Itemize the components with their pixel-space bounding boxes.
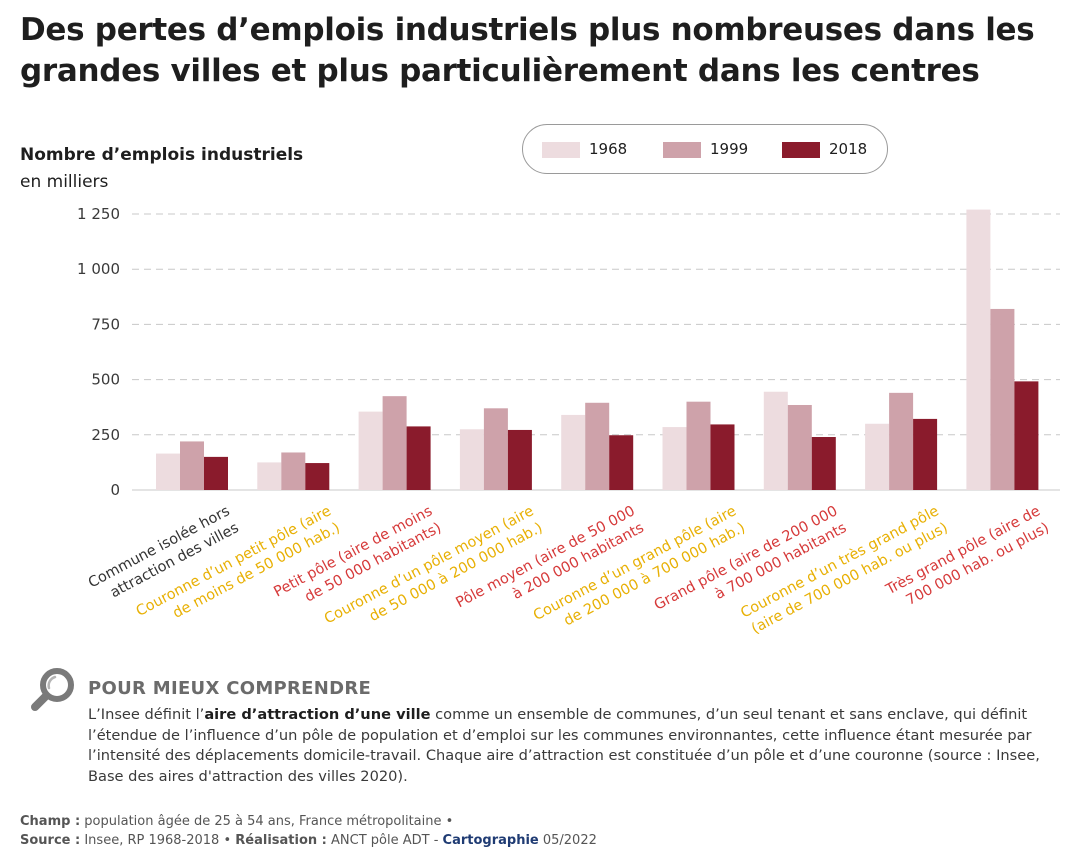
footer: Champ : population âgée de 25 à 54 ans, … — [20, 812, 597, 850]
understand-text: L’Insee définit l’aire d’attraction d’un… — [88, 705, 1063, 787]
bar-2018-5 — [609, 435, 634, 490]
legend-swatch-1999 — [663, 142, 701, 158]
footer-champ-label: Champ : — [20, 814, 81, 829]
legend-label-1968: 1968 — [589, 140, 628, 158]
footer-date: 05/2022 — [538, 833, 597, 848]
bar-1968-8 — [865, 423, 890, 490]
footer-champ: Champ : population âgée de 25 à 54 ans, … — [20, 812, 597, 831]
y-tick-label: 750 — [91, 315, 120, 333]
footer-source-label: Source : — [20, 833, 81, 848]
y-tick-label: 250 — [91, 426, 120, 444]
bar-2018-9 — [1014, 381, 1039, 490]
footer-champ-text: population âgée de 25 à 54 ans, France m… — [80, 814, 454, 829]
understand-text-before: L’Insee définit l’ — [88, 706, 205, 723]
y-tick-label: 0 — [110, 481, 120, 499]
bar-2018-1 — [204, 456, 228, 490]
bar-1999-2 — [281, 452, 306, 490]
bar-1968-2 — [257, 462, 282, 490]
bar-2018-4 — [507, 429, 532, 490]
legend-swatch-2018 — [782, 142, 820, 158]
y-tick-label: 1 250 — [77, 205, 120, 223]
legend-swatch-1968 — [542, 142, 580, 158]
bar-2018-7 — [811, 437, 836, 490]
footer-realisation-label: Réalisation : — [235, 833, 327, 848]
bar-1968-7 — [763, 391, 788, 490]
bar-2018-3 — [406, 426, 431, 490]
bar-1999-8 — [889, 392, 914, 490]
bar-1999-3 — [382, 396, 407, 490]
bar-2018-6 — [710, 424, 735, 490]
magnifier-icon — [31, 668, 74, 711]
legend-label-1999: 1999 — [710, 140, 749, 158]
bar-2018-2 — [305, 463, 330, 490]
bar-1999-7 — [787, 404, 812, 490]
y-axis-title: Nombre d’emplois industriels — [20, 145, 304, 165]
bar-1968-9 — [966, 209, 991, 491]
footer-cartographie: Cartographie — [442, 833, 539, 848]
y-tick-label: 500 — [91, 371, 120, 389]
y-axis-unit: en milliers — [20, 172, 109, 192]
bar-1968-6 — [662, 427, 687, 490]
bar-1968-5 — [561, 414, 586, 490]
footer-realisation-text: ANCT pôle ADT - — [326, 833, 443, 848]
bar-1968-1 — [156, 453, 180, 490]
bar-1968-4 — [459, 429, 484, 490]
bar-2018-8 — [913, 418, 938, 490]
understand-text-bold: aire d’attraction d’une ville — [204, 706, 431, 723]
footer-source-text: Insee, RP 1968-2018 • — [80, 833, 236, 848]
bar-1999-1 — [180, 441, 204, 490]
bar-1999-9 — [990, 308, 1015, 490]
footer-source: Source : Insee, RP 1968-2018 • Réalisati… — [20, 831, 597, 850]
bar-1999-4 — [483, 408, 508, 490]
understand-text-after: comme un ensemble de communes, d’un seul… — [88, 706, 1040, 785]
bar-1999-5 — [585, 402, 610, 490]
legend-label-2018: 2018 — [829, 140, 868, 158]
bar-1968-3 — [358, 411, 383, 490]
chart-title: Des pertes d’emplois industriels plus no… — [20, 12, 1035, 89]
bar-1999-6 — [686, 401, 711, 490]
y-tick-label: 1 000 — [77, 260, 120, 278]
legend: 1968 1999 2018 — [522, 124, 888, 174]
understand-heading: POUR MIEUX COMPRENDRE — [88, 678, 372, 699]
